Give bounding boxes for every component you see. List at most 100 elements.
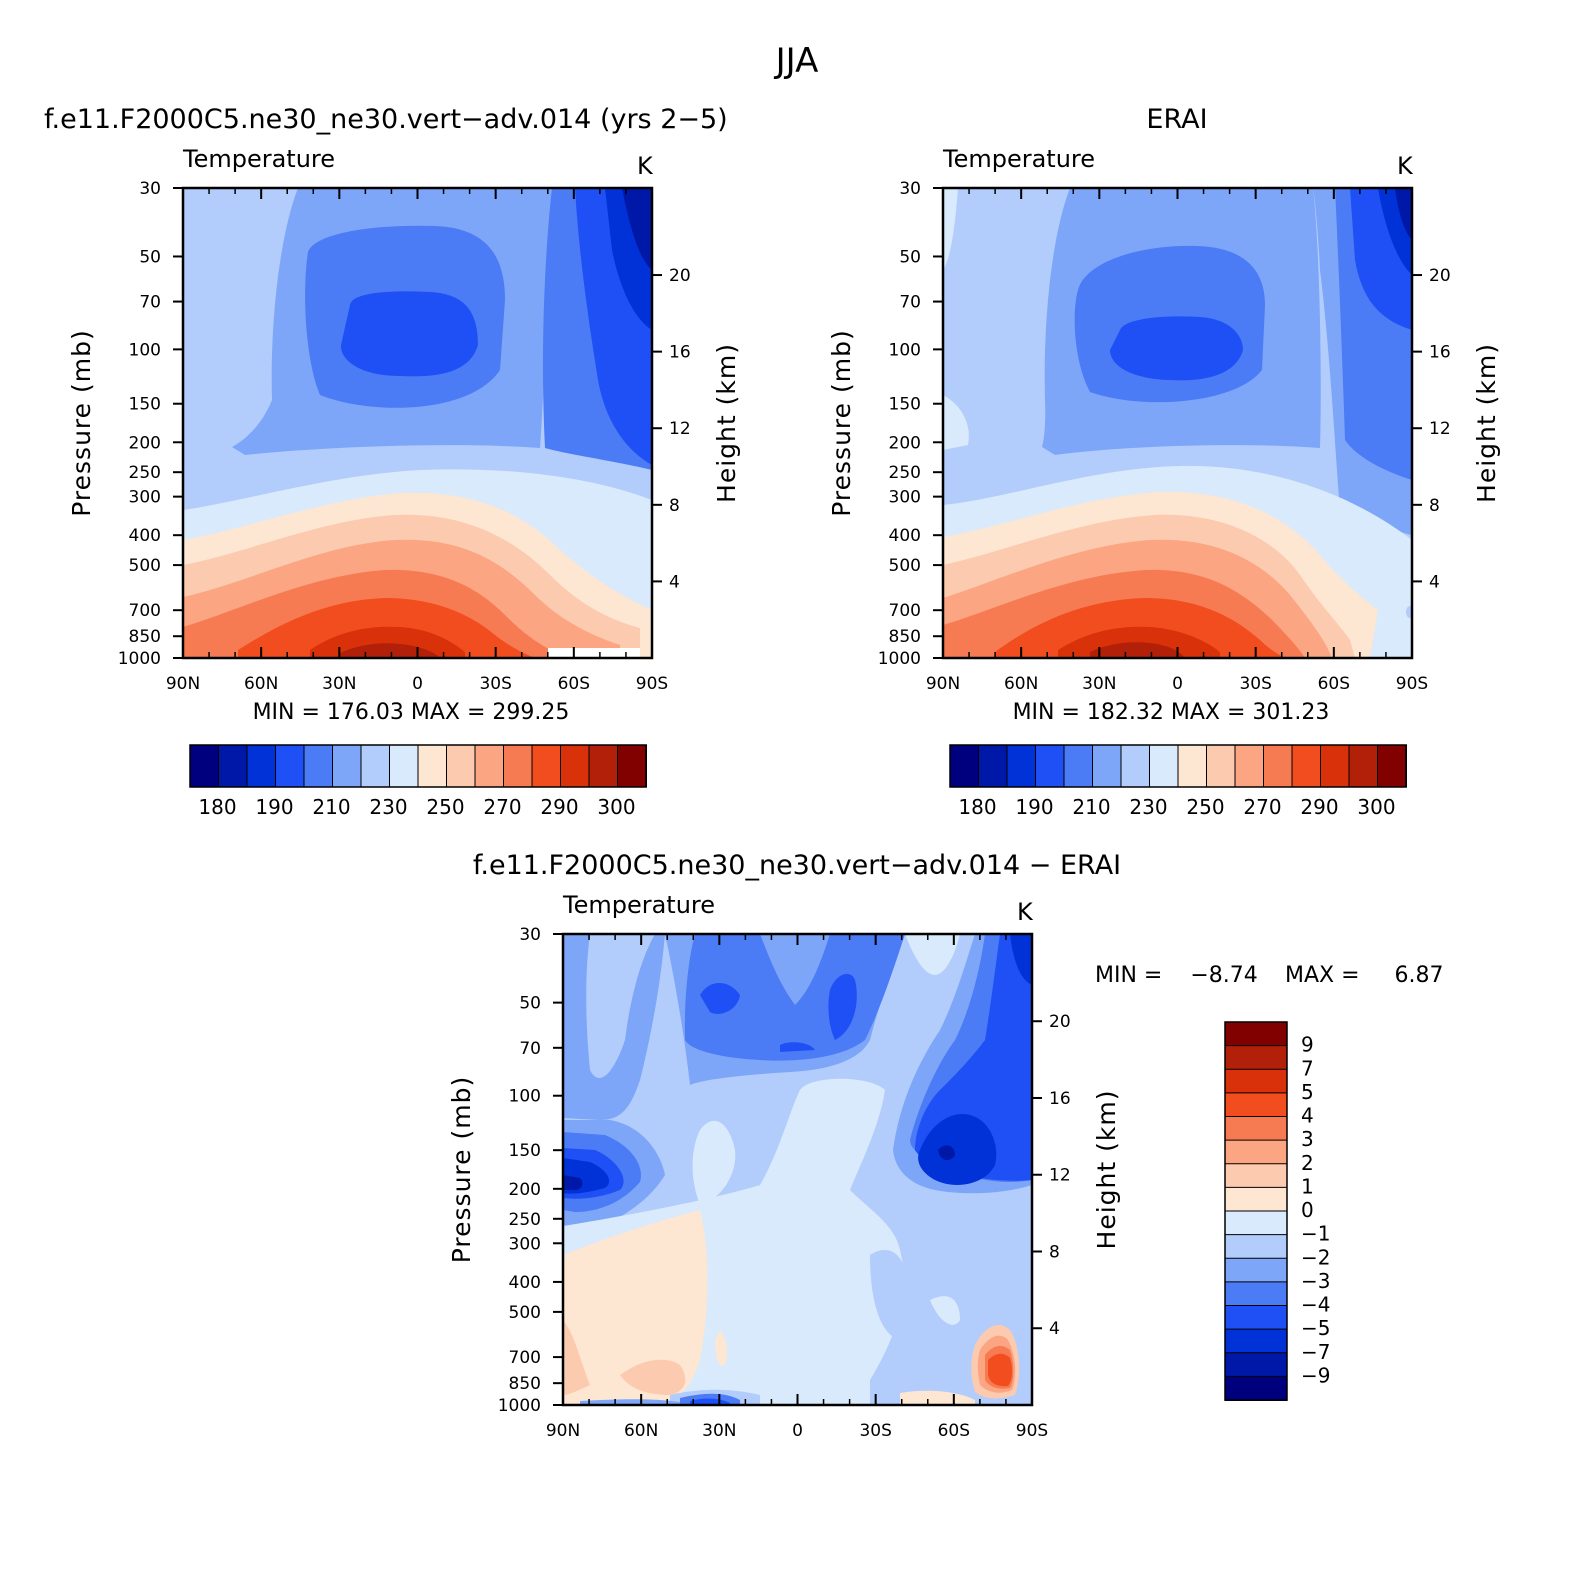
- panel-model-title: f.e11.F2000C5.ne30_ne30.vert−adv.014 (yr…: [44, 104, 728, 135]
- colorbar-box: [275, 744, 305, 788]
- colorbar-box: [1224, 1375, 1288, 1401]
- y-axis-label: Pressure (mb): [447, 1076, 476, 1263]
- y2-tick-label: 8: [1049, 1242, 1060, 1262]
- colorbar-label: 180: [958, 795, 996, 819]
- colorbar-box: [1263, 744, 1293, 788]
- panel-obs-stats: MIN = 182.32 MAX = 301.23: [1013, 700, 1330, 725]
- y-tick-label: 250: [889, 463, 921, 483]
- colorbar-box: [1224, 1163, 1288, 1189]
- colorbar-box: [1224, 1092, 1288, 1118]
- colorbar-box: [1377, 744, 1407, 788]
- x-tick-label: 90N: [166, 674, 200, 694]
- colorbar-label: 210: [312, 795, 350, 819]
- colorbar-label: −4: [1301, 1293, 1330, 1317]
- y2-axis-label: Height (km): [1472, 343, 1501, 503]
- colorbar-label: 2: [1301, 1151, 1314, 1175]
- panel-obs-contours: [943, 188, 1412, 658]
- colorbar-box: [1224, 1068, 1288, 1094]
- panel-obs: ERAI Temperature K 90N 60N 30N 0 30S: [827, 104, 1501, 819]
- colorbar-box: [246, 744, 277, 788]
- y-tick-label: 850: [129, 627, 161, 647]
- colorbar-label: 300: [1357, 795, 1395, 819]
- colorbar-box: [1092, 744, 1122, 788]
- colorbar-box: [360, 744, 391, 788]
- colorbar-box: [1224, 1328, 1288, 1354]
- y-tick-label: 200: [509, 1180, 541, 1200]
- colorbar-box: [503, 744, 533, 788]
- x-tick-label: 90N: [546, 1421, 580, 1441]
- y2-axis-label: Height (km): [712, 343, 741, 503]
- colorbar-box: [389, 744, 419, 788]
- colorbar-box: [1224, 1257, 1288, 1283]
- colorbar-label: 9: [1301, 1033, 1314, 1057]
- x-tick-label: 0: [412, 674, 423, 694]
- y2-tick-label: 12: [1429, 419, 1451, 439]
- y2-tick-label: 12: [669, 419, 691, 439]
- colorbar-box: [1206, 744, 1236, 788]
- y-tick-label: 70: [519, 1039, 541, 1059]
- x-tick-label: 90S: [1016, 1421, 1048, 1441]
- y-tick-label: 50: [139, 247, 161, 267]
- panel-diff-contours: [563, 934, 1032, 1405]
- colorbar-box: [1177, 744, 1208, 788]
- y-axis-label: Pressure (mb): [67, 329, 96, 516]
- panel-diff-axes: 90N 60N 30N 0 30S 60S 90S 30 50 70 100 150 200 250 300…: [447, 925, 1121, 1441]
- figure-title: JJA: [774, 41, 819, 81]
- colorbar-label: 270: [1243, 795, 1281, 819]
- colorbar-box: [1120, 744, 1151, 788]
- y-tick-label: 500: [509, 1303, 541, 1323]
- colorbar-box: [560, 744, 590, 788]
- colorbar-box: [1320, 744, 1350, 788]
- colorbar-box: [1224, 1186, 1288, 1212]
- colorbar-label: 4: [1301, 1104, 1314, 1128]
- colorbar-frame: [1224, 1021, 1288, 1401]
- y-tick-label: 700: [889, 601, 921, 621]
- colorbar-label: 180: [198, 795, 236, 819]
- colorbar-box: [1224, 1045, 1288, 1071]
- panel-diff: f.e11.F2000C5.ne30_ne30.vert−adv.014 − E…: [447, 850, 1443, 1441]
- colorbar-box: [617, 744, 647, 788]
- colorbar-box: [1224, 1234, 1288, 1260]
- colorbar-label: 250: [426, 795, 464, 819]
- y-tick-label: 300: [509, 1234, 541, 1254]
- y2-tick-label: 16: [1049, 1089, 1071, 1109]
- y2-axis-label: Height (km): [1092, 1090, 1121, 1250]
- y-tick-label: 70: [899, 293, 921, 313]
- panel-model-units: K: [637, 152, 654, 180]
- panel-model-contours: [183, 188, 652, 658]
- colorbar-box: [949, 744, 980, 788]
- panel-obs-colorbar: 180 190 210 230 250 270 290 300: [949, 744, 1407, 819]
- colorbar-box: [189, 744, 220, 788]
- colorbar-box: [1234, 744, 1265, 788]
- x-tick-label: 60S: [938, 1421, 970, 1441]
- colorbar-box: [531, 744, 562, 788]
- colorbar-box: [474, 744, 505, 788]
- y-tick-label: 50: [899, 247, 921, 267]
- y-tick-label: 100: [129, 340, 161, 360]
- y2-tick-label: 16: [669, 343, 691, 363]
- colorbar-frame: [949, 744, 1407, 788]
- panel-model-axes: 90N 60N 30N 0 30S 60S 90S 30 50 70 100 150 200 250 300…: [67, 179, 741, 694]
- y-axis-label: Pressure (mb): [827, 329, 856, 516]
- colorbar-label: 5: [1301, 1080, 1314, 1104]
- y-tick-label: 1000: [498, 1396, 541, 1416]
- y-tick-label: 500: [889, 556, 921, 576]
- y2-tick-label: 8: [669, 496, 680, 516]
- x-tick-label: 0: [792, 1421, 803, 1441]
- colorbar-label: −3: [1301, 1269, 1330, 1293]
- x-tick-label: 60N: [1004, 674, 1038, 694]
- y-tick-label: 850: [509, 1374, 541, 1394]
- y2-tick-label: 12: [1049, 1166, 1071, 1186]
- colorbar-label: 290: [1300, 795, 1338, 819]
- colorbar-box: [417, 744, 448, 788]
- colorbar-box: [1224, 1352, 1288, 1378]
- colorbar-label: 0: [1301, 1198, 1314, 1222]
- colorbar-box: [303, 744, 334, 788]
- colorbar-box: [1035, 744, 1065, 788]
- colorbar-frame: [189, 744, 647, 788]
- colorbar-box: [1063, 744, 1094, 788]
- y-tick-label: 100: [889, 340, 921, 360]
- y2-tick-label: 20: [1429, 266, 1451, 286]
- y2-tick-label: 16: [1429, 343, 1451, 363]
